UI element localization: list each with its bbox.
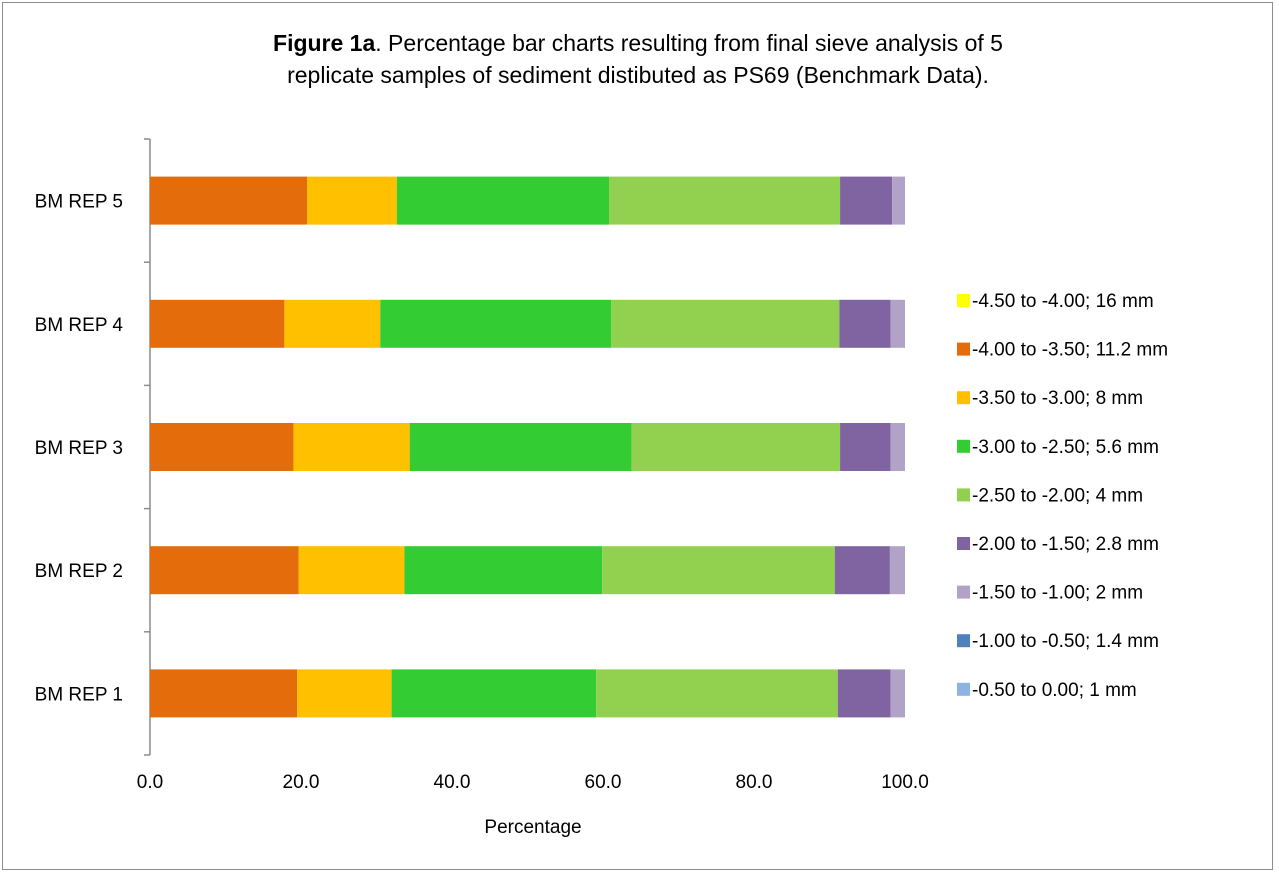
bar-segment xyxy=(150,423,294,471)
bar-segment xyxy=(404,546,603,595)
legend-label: -4.50 to -4.00; 16 mm xyxy=(972,291,1154,312)
bar-segment xyxy=(307,176,397,225)
x-tick-label: 20.0 xyxy=(283,772,320,793)
bar-segment xyxy=(631,423,841,471)
x-axis-title: Percentage xyxy=(484,817,581,838)
bar-segment xyxy=(396,176,610,225)
bar-segment xyxy=(297,669,392,718)
legend-label: -3.00 to -2.50; 5.6 mm xyxy=(972,437,1159,458)
legend-swatch xyxy=(957,682,970,696)
bar-segment xyxy=(284,299,381,348)
bar-segment xyxy=(409,423,632,471)
legend-swatch xyxy=(957,537,970,550)
category-label: BM REP 3 xyxy=(35,438,123,459)
category-label: BM REP 5 xyxy=(35,192,123,213)
bar-segment xyxy=(837,669,891,718)
plot-area: 0.0 20.0 40.0 60.0 80.0 100.0 BM REP 1 BM REP 2… xyxy=(35,138,929,793)
bar-segment xyxy=(293,423,410,471)
bar-segment xyxy=(834,546,890,595)
chart-title-line-1: Figure 1a. Percentage bar charts resulti… xyxy=(273,30,1003,56)
legend-label: -1.00 to -0.50; 1.4 mm xyxy=(972,631,1159,652)
bar-segment xyxy=(611,299,840,348)
bar-segment xyxy=(150,299,285,348)
category-label: BM REP 1 xyxy=(35,684,123,705)
bar-segment xyxy=(150,546,299,595)
legend-label: -1.50 to -1.00; 2 mm xyxy=(972,583,1143,604)
legend: -4.50 to -4.00; 16 mm -4.00 to -3.50; 11.… xyxy=(957,291,1168,701)
x-tick-label: 60.0 xyxy=(585,772,622,793)
x-tick-label: 80.0 xyxy=(736,772,773,793)
chart-title-line-2: replicate samples of sediment distibuted… xyxy=(287,62,989,88)
bar-segment xyxy=(889,546,905,595)
legend-swatch xyxy=(957,585,970,599)
legend-swatch xyxy=(957,391,970,405)
x-tick-label: 40.0 xyxy=(434,772,471,793)
bar-segment xyxy=(609,176,841,225)
category-label: BM REP 4 xyxy=(35,315,124,336)
x-tick-label: 100.0 xyxy=(881,772,929,793)
legend-label: -0.50 to 0.00; 1 mm xyxy=(972,680,1137,701)
bar-segment xyxy=(890,669,905,718)
legend-swatch xyxy=(957,488,970,502)
bar-segment xyxy=(840,423,891,471)
bar-segment xyxy=(596,669,838,718)
bar-segment xyxy=(892,176,905,225)
x-tick-label: 0.0 xyxy=(137,772,163,793)
bar-segment xyxy=(890,423,905,471)
legend-label: -2.50 to -2.00; 4 mm xyxy=(972,485,1143,506)
bar-segment xyxy=(380,299,612,348)
legend-swatch xyxy=(957,294,970,307)
bar-segment xyxy=(839,299,891,348)
legend-swatch xyxy=(957,634,970,648)
bar-segment xyxy=(391,669,597,718)
legend-label: -2.00 to -1.50; 2.8 mm xyxy=(972,534,1159,555)
legend-label: -4.00 to -3.50; 11.2 mm xyxy=(972,340,1168,361)
legend-label: -3.50 to -3.00; 8 mm xyxy=(972,388,1143,409)
legend-swatch xyxy=(957,342,970,356)
bar-segment xyxy=(602,546,835,595)
bar-segment xyxy=(150,176,308,225)
bar-segment xyxy=(890,299,905,348)
bar-segment xyxy=(150,669,298,718)
bar-segment xyxy=(298,546,405,595)
chart-title-rest: . Percentage bar charts resulting from f… xyxy=(375,30,1003,56)
category-label: BM REP 2 xyxy=(35,561,123,582)
legend-swatch xyxy=(957,439,970,453)
chart-canvas: Figure 1a. Percentage bar charts resulti… xyxy=(35,30,1168,838)
chart-title-bold: Figure 1a xyxy=(273,30,375,56)
bar-segment xyxy=(840,176,893,225)
